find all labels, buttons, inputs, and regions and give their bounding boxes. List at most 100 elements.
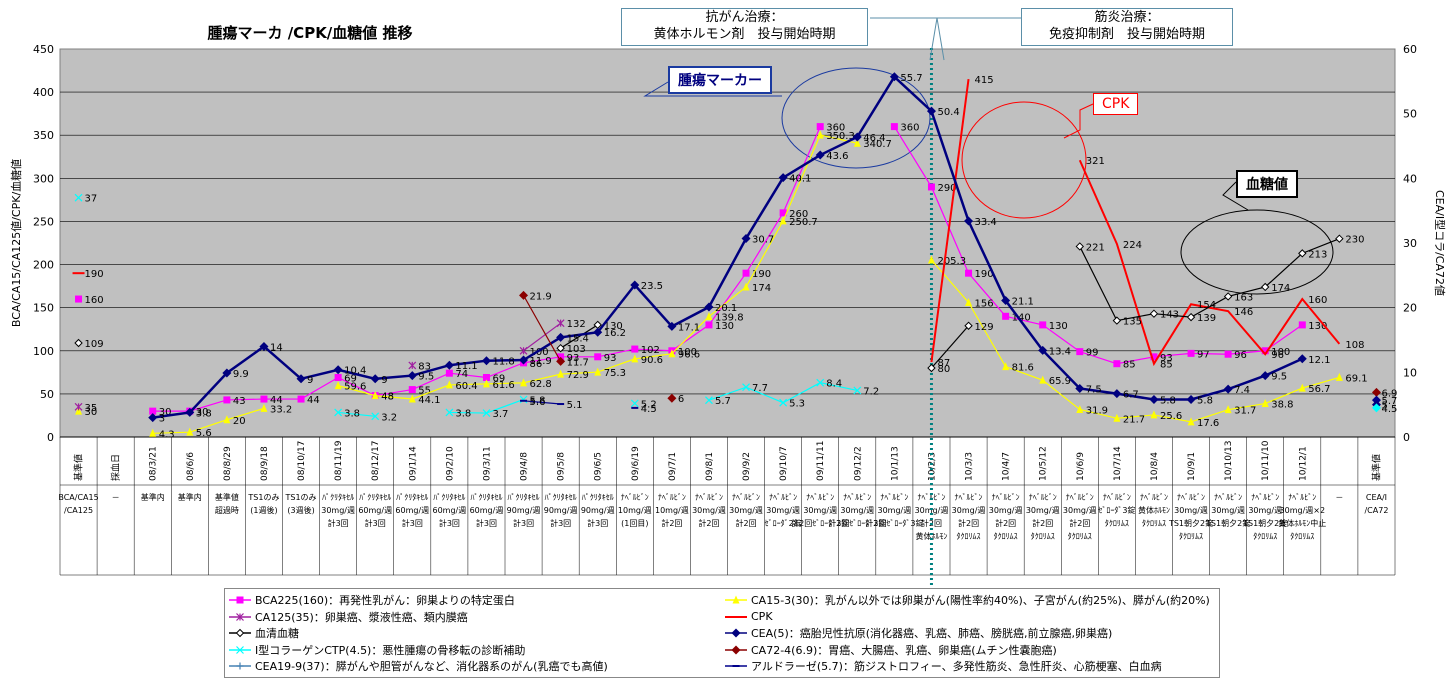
category-note: 計2回 <box>1032 518 1053 528</box>
legend-swatch <box>725 595 747 604</box>
legend-label: CEA(5)：癌胎児性抗原(消化器癌、乳癌、肺癌、膀胱癌,前立腺癌,卵巣癌) <box>751 627 1113 640</box>
x-tick-label: 10/2/3 <box>927 452 937 481</box>
data-label: 130 <box>1049 321 1068 332</box>
category-note: ﾀｸﾛﾘﾑｽ <box>957 532 981 541</box>
data-point <box>964 216 974 226</box>
data-label: 85 <box>1123 360 1136 371</box>
data-point <box>1261 399 1269 408</box>
data-label: 11.8 <box>492 357 514 368</box>
data-point <box>333 365 343 375</box>
category-note: 30mg/週 <box>321 506 355 515</box>
anticancer-line1: 抗がん治療： <box>705 10 784 25</box>
x-tick-label: 10/8/4 <box>1150 452 1160 481</box>
series-line <box>931 325 969 369</box>
category-note: 計2回 <box>958 518 979 528</box>
data-point <box>74 193 83 202</box>
data-label: 9.9 <box>233 369 249 380</box>
data-label: 321 <box>1086 156 1105 167</box>
data-point <box>853 138 861 147</box>
data-label: 10.4 <box>344 366 366 377</box>
legend-swatch <box>229 662 251 670</box>
data-point <box>1260 371 1270 381</box>
category-note: 10mg/週 <box>618 506 652 515</box>
y-tick-label: 50 <box>40 388 54 401</box>
data-label: 62.8 <box>530 379 552 390</box>
reference-label: 5 <box>1381 401 1387 412</box>
data-label: 75.3 <box>604 368 626 379</box>
category-note: (3週後) <box>287 505 314 515</box>
legend-label: CEA19-9(37)：膵がんや胆管がんなど、消化器系のがん(乳癌でも高値) <box>255 660 608 673</box>
data-point <box>408 394 416 403</box>
data-point <box>1001 296 1011 306</box>
data-point <box>741 233 751 243</box>
category-note: ﾊﾟｸﾘﾀｷｾﾙ <box>545 493 577 502</box>
data-point <box>1076 348 1084 356</box>
category-note: ﾀｸﾛﾘﾑｽ <box>1031 532 1055 541</box>
data-label: 60.4 <box>455 381 477 392</box>
legend-marker <box>236 662 244 670</box>
data-label: 190 <box>85 269 104 280</box>
data-point <box>74 338 83 348</box>
y2-axis-title: CEA/I型コラ/CA72値 <box>1433 190 1447 296</box>
data-label: 69.1 <box>1345 373 1367 384</box>
data-label: 86 <box>530 359 543 370</box>
data-label: 108 <box>1345 340 1364 351</box>
data-label: 46.4 <box>863 133 885 144</box>
category-note: 計2回ｾﾞﾛｰﾀﾞ3錠 <box>865 518 923 528</box>
data-point <box>297 395 305 403</box>
category-note: － <box>1335 493 1343 502</box>
category-note: 計3回 <box>365 518 386 528</box>
data-point <box>705 311 713 320</box>
category-note: ﾅﾍﾞﾙﾋﾞﾝ <box>695 493 723 502</box>
y-tick-label: 450 <box>33 43 54 56</box>
data-label: 83 <box>418 361 431 372</box>
x-tick-label: 08/10/17 <box>297 441 307 481</box>
data-point <box>667 321 677 331</box>
data-label: 40.1 <box>789 174 811 185</box>
data-point <box>1187 349 1195 357</box>
data-label: 43 <box>233 396 246 407</box>
data-point <box>927 363 936 373</box>
category-note: 30mg/週 <box>1211 506 1245 515</box>
category-note: ﾀｸﾛﾘﾑｽ <box>1068 532 1092 541</box>
data-point <box>853 386 862 395</box>
data-label: 5.6 <box>530 397 546 408</box>
data-label: 65.9 <box>1049 376 1071 387</box>
data-label: 139.8 <box>715 312 744 323</box>
series-5: 3 3.8 9.9 14 9 10.4 9 9.5 11.1 11.8 11.9 15.4 16.2 23… <box>148 72 1331 425</box>
y2-tick-label: 30 <box>1403 237 1417 250</box>
data-point <box>1335 234 1344 243</box>
data-point <box>296 374 306 384</box>
y-tick-label: 150 <box>33 302 54 315</box>
data-point <box>1002 362 1010 371</box>
data-point <box>705 321 713 329</box>
category-note: ﾀｸﾛﾘﾑｽ <box>1290 532 1314 541</box>
category-note: ﾅﾍﾞﾙﾋﾞﾝ <box>732 493 760 502</box>
data-label: 56.7 <box>1308 384 1330 395</box>
data-point <box>1076 404 1084 413</box>
data-point <box>1039 375 1047 384</box>
data-label: 135 <box>1123 317 1142 328</box>
x-tick-label: 09/3/11 <box>482 446 492 481</box>
data-label: 140 <box>1012 312 1031 323</box>
data-point <box>1298 383 1306 392</box>
data-label: 30 <box>85 407 98 418</box>
x-tick-label: 08/6/6 <box>186 452 196 481</box>
x-tick-label: 基準値 <box>73 454 85 481</box>
category-note: ﾅﾍﾞﾙﾋﾞﾝ <box>1140 493 1168 502</box>
data-label: 174 <box>1271 283 1290 294</box>
series-line <box>893 126 1303 365</box>
series-line <box>1079 238 1340 322</box>
data-point <box>742 383 750 392</box>
series-6: 37 3.8 3.2 3.8 3.7 5.8 5.2 5.7 7.7 5.3 8.4 7.2 <box>74 193 879 423</box>
y-tick-label: 0 <box>47 431 54 444</box>
data-point <box>222 368 232 378</box>
data-label: 3.7 <box>492 409 508 420</box>
category-note: ﾊﾟｸﾘﾀｷｾﾙ <box>582 493 614 502</box>
data-point <box>149 428 157 437</box>
data-label: 59.6 <box>344 382 366 393</box>
data-label: 17.1 <box>678 322 700 333</box>
data-point <box>890 123 898 131</box>
